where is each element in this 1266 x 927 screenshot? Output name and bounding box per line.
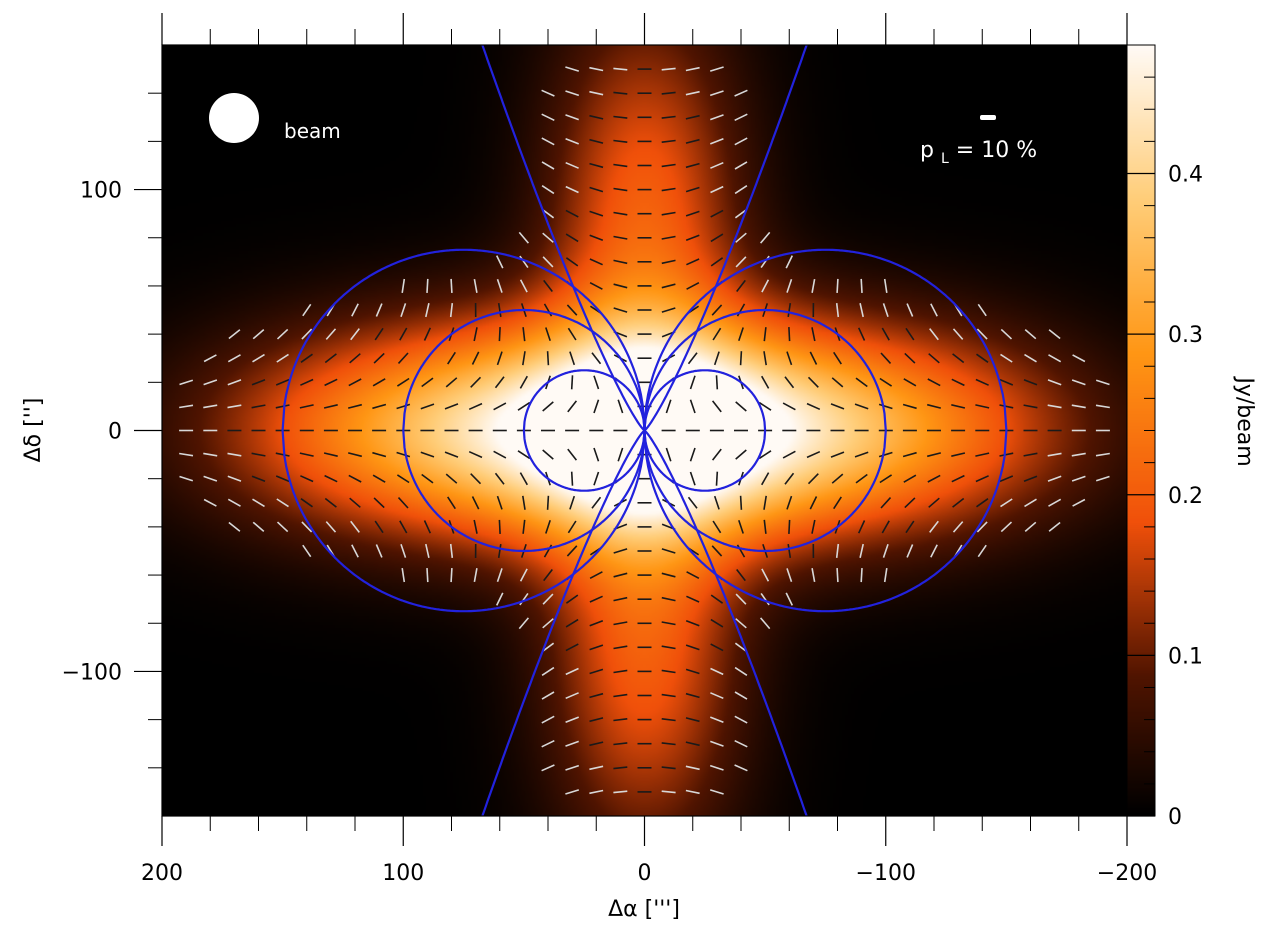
colorbar-tick-label: 0.4 — [1168, 163, 1203, 188]
polarization-vector — [499, 520, 500, 534]
polarization-vector — [572, 472, 573, 486]
polarization-vector — [548, 496, 549, 510]
polarization-vector — [789, 327, 790, 341]
x-tick-label: 0 — [638, 861, 652, 886]
polarization-vector — [837, 279, 838, 293]
polarization-vector — [451, 279, 452, 293]
y-tick-label: 0 — [108, 420, 122, 445]
beam-label: beam — [284, 119, 341, 143]
beam-marker — [209, 93, 259, 143]
pol-scale-bar — [980, 115, 996, 120]
polarization-vector — [427, 568, 428, 582]
x-tick-label: −100 — [856, 861, 916, 886]
y-tick-label: 100 — [80, 179, 122, 204]
pol-scale-p: p — [920, 138, 934, 163]
polarization-vector — [837, 568, 838, 582]
y-axis-label: Δδ [''] — [21, 398, 46, 463]
polarization-vector — [572, 375, 573, 389]
pol-scale-sub: L — [941, 151, 949, 167]
x-tick-label: −200 — [1097, 861, 1157, 886]
x-tick-label: 100 — [382, 861, 424, 886]
polarization-vector — [861, 279, 862, 293]
x-axis-label: Δα ['''] — [608, 897, 680, 922]
colorbar-tick-label: 0.1 — [1168, 644, 1203, 669]
y-tick-label: −100 — [62, 660, 122, 685]
polarization-vector — [789, 520, 790, 534]
colorbar-label: Jy/beam — [1232, 375, 1257, 466]
colorbar-tick-label: 0.3 — [1168, 323, 1203, 348]
polarization-vector — [717, 375, 718, 389]
polarization-vector — [741, 496, 742, 510]
x-tick-label: 200 — [141, 861, 183, 886]
polarization-vector — [451, 568, 452, 582]
polarization-vector — [427, 279, 428, 293]
colorbar-tick-label: 0.2 — [1168, 484, 1203, 509]
polarization-vector — [861, 568, 862, 582]
polarization-vector — [741, 351, 742, 365]
pol-scale-rest: = 10 % — [956, 138, 1037, 163]
polarization-vector — [548, 351, 549, 365]
polarization-vector — [499, 327, 500, 341]
polarization-vector — [717, 472, 718, 486]
colorbar-tick-label: 0 — [1168, 805, 1182, 830]
